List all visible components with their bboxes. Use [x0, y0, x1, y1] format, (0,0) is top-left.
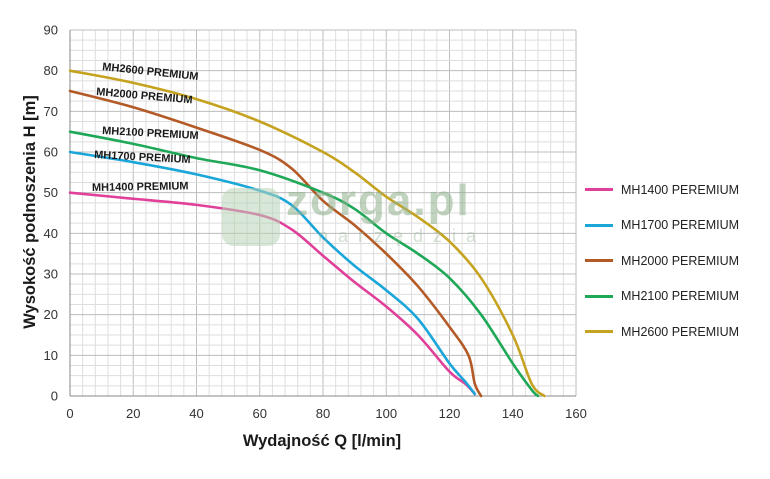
y-tick-label: 90 [44, 23, 58, 38]
inline-label-mh1700: MH1700 PREMIUM [94, 149, 191, 166]
y-tick-label: 10 [44, 348, 58, 363]
y-axis-label: Wysokość podnoszenia H [m] [21, 95, 39, 328]
legend-label: MH2600 PEREMIUM [621, 324, 740, 339]
x-tick-label: 60 [253, 406, 267, 421]
x-tick-label: 80 [316, 406, 330, 421]
legend-item: MH2600 PEREMIUM [585, 314, 739, 350]
legend-swatch [585, 259, 613, 263]
y-tick-label: 30 [44, 267, 58, 282]
legend-label: MH2100 PEREMIUM [621, 289, 740, 304]
x-tick-label: 100 [375, 406, 397, 421]
x-tick-label: 20 [126, 406, 140, 421]
grid [69, 29, 577, 397]
legend-item: MH2000 PEREMIUM [585, 243, 739, 279]
series-line-mh2600 [68, 69, 546, 398]
series-line-mh2100 [68, 130, 540, 398]
y-tick-label: 0 [51, 389, 58, 404]
series-line-mh2000 [68, 89, 483, 398]
x-tick-label: 140 [502, 406, 524, 421]
legend-label: MH2000 PEREMIUM [621, 253, 740, 268]
x-tick-label: 0 [66, 406, 73, 421]
series-line-mh1700 [68, 150, 477, 396]
inline-label-mh2000: MH2000 PREMIUM [96, 86, 193, 106]
series-lines [68, 69, 546, 398]
x-axis-label: Wydajność Q [l/min] [243, 432, 401, 450]
legend-label: MH1700 PEREMIUM [621, 218, 740, 233]
inline-label-mh1400: MH1400 PREMIUM [92, 180, 189, 194]
x-tick-label: 40 [189, 406, 203, 421]
legend-item: MH2100 PEREMIUM [585, 279, 739, 315]
legend-swatch [585, 294, 613, 298]
series-line-mh1400 [68, 191, 477, 396]
inline-label-mh2100: MH2100 PREMIUM [102, 125, 199, 142]
legend-swatch [585, 223, 613, 227]
legend: MH1400 PEREMIUM MH1700 PEREMIUM MH2000 PER… [585, 172, 739, 350]
legend-item: MH1400 PEREMIUM [585, 172, 739, 208]
y-tick-label: 50 [44, 185, 58, 200]
x-tick-label: 120 [439, 406, 461, 421]
legend-label: MH1400 PEREMIUM [621, 182, 740, 197]
y-tick-label: 80 [44, 63, 58, 78]
y-tick-label: 60 [44, 145, 58, 160]
y-tick-label: 40 [44, 226, 58, 241]
y-tick-label: 70 [44, 104, 58, 119]
x-tick-label: 160 [565, 406, 587, 421]
legend-swatch [585, 188, 613, 192]
legend-swatch [585, 330, 613, 334]
y-tick-label: 20 [44, 307, 58, 322]
legend-item: MH1700 PEREMIUM [585, 208, 739, 244]
